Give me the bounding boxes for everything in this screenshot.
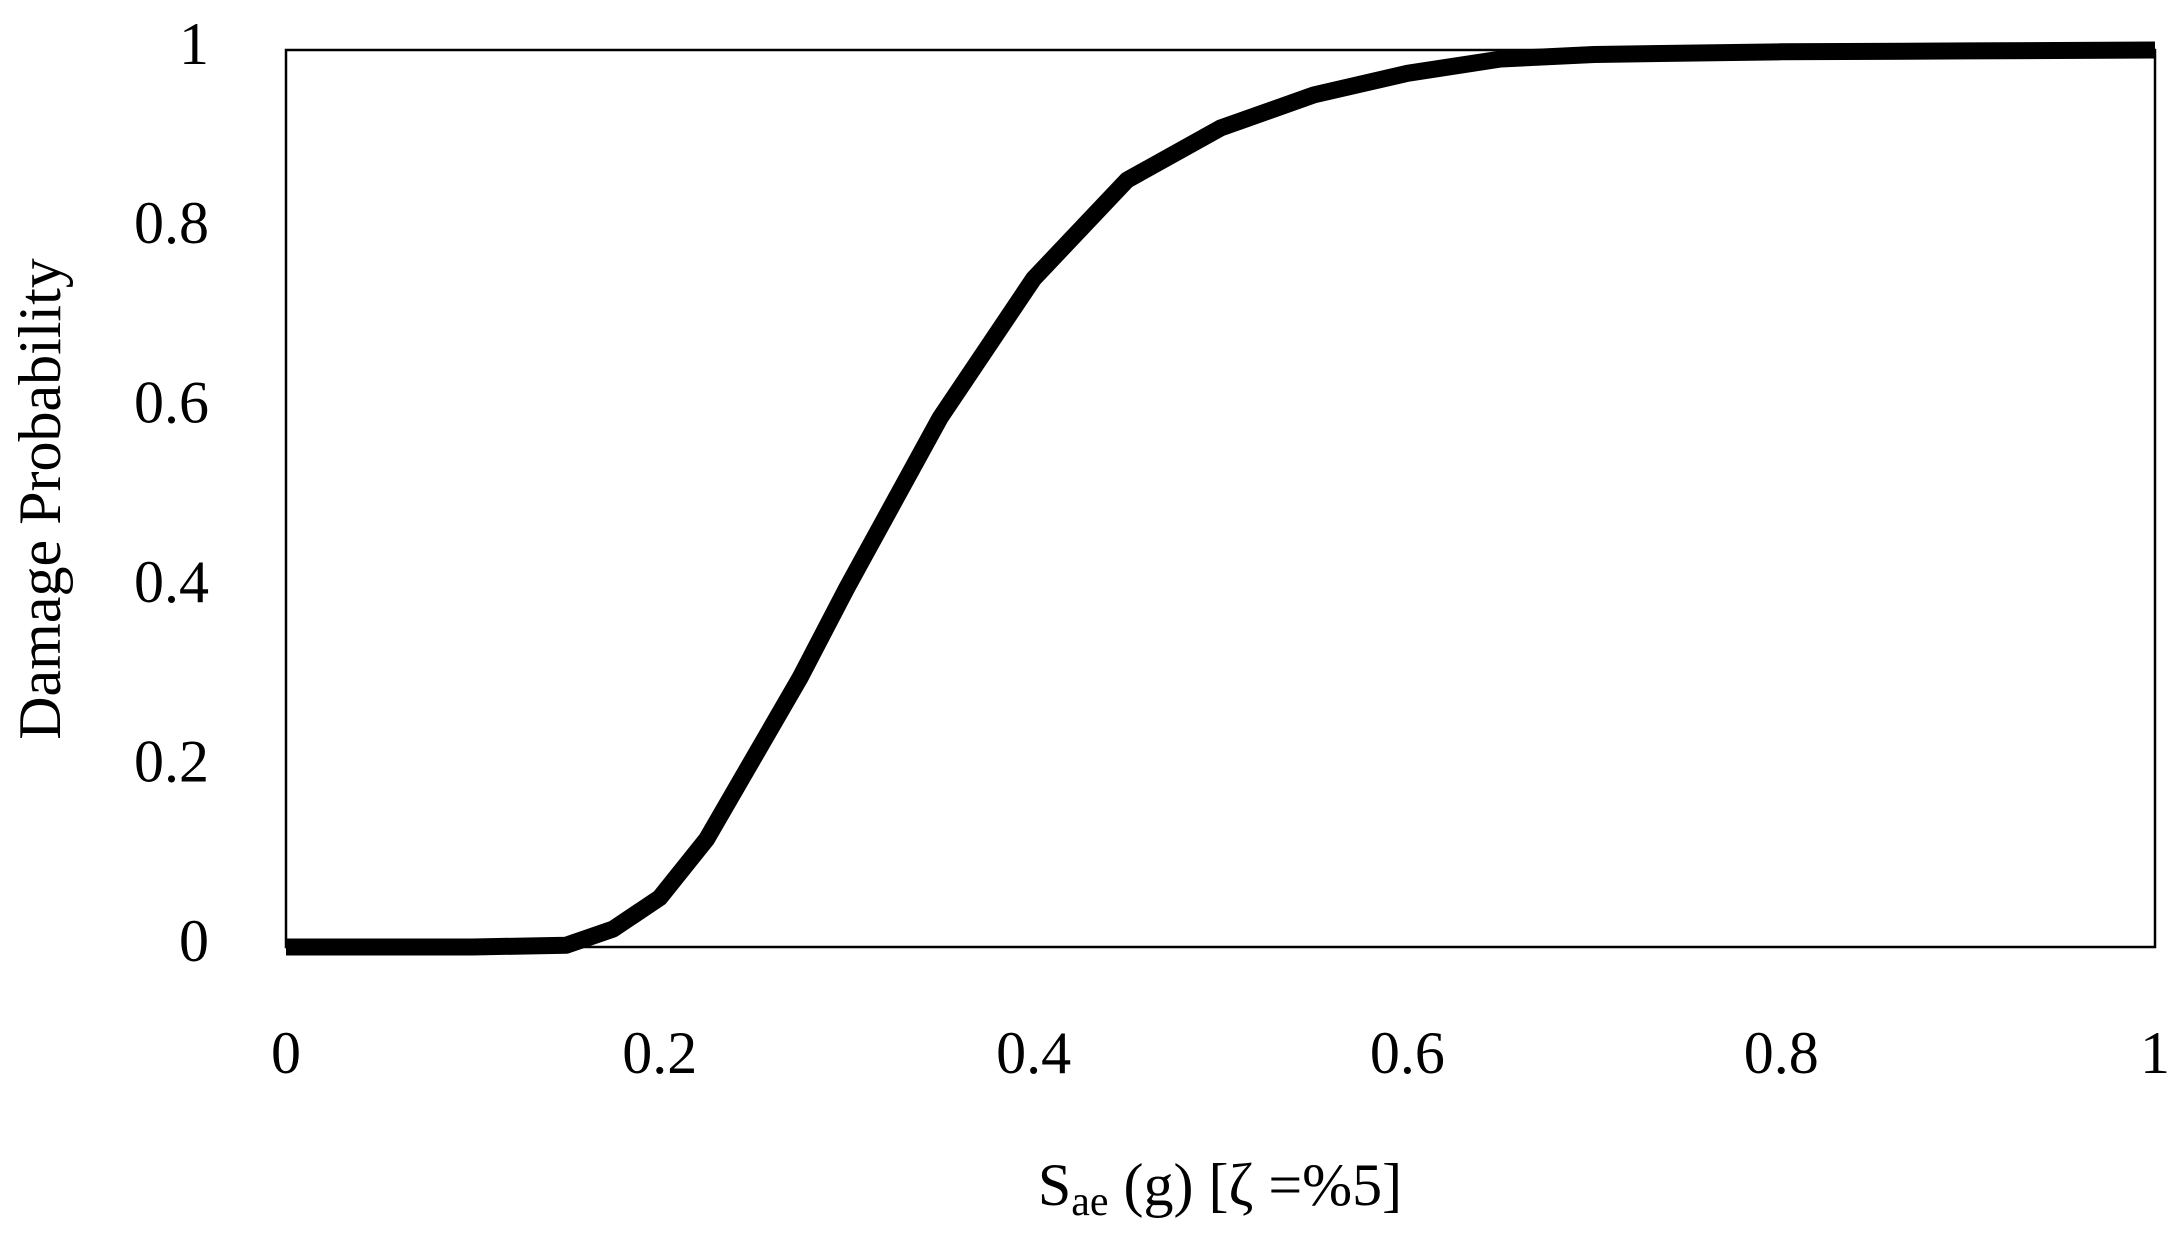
x-label-rest: (g) [ζ =%5] bbox=[1109, 1152, 1403, 1218]
y-tick-label: 1 bbox=[179, 11, 209, 77]
x-tick-label: 0.8 bbox=[1744, 1020, 1819, 1086]
y-tick-label: 0.8 bbox=[134, 190, 209, 256]
x-tick-label: 0.4 bbox=[996, 1020, 1071, 1086]
plot-frame bbox=[284, 48, 2157, 949]
x-tick-label: 0.2 bbox=[622, 1020, 697, 1086]
y-axis-label: Damage Probability bbox=[7, 258, 73, 740]
data-line bbox=[286, 41, 2156, 956]
y-tick-label: 0.2 bbox=[134, 728, 209, 794]
x-label-main: S bbox=[1038, 1152, 1071, 1218]
x-tick-label: 1 bbox=[2140, 1020, 2170, 1086]
y-tick-label: 0.4 bbox=[134, 549, 209, 615]
x-label-subscript: ae bbox=[1071, 1179, 1108, 1225]
y-tick-label: 0.6 bbox=[134, 370, 209, 436]
x-tick-label: 0.6 bbox=[1370, 1020, 1445, 1086]
x-tick-label: 0 bbox=[271, 1020, 301, 1086]
y-tick-label: 0 bbox=[179, 908, 209, 974]
x-axis-label: Sae (g) [ζ =%5] bbox=[1038, 1152, 1402, 1225]
